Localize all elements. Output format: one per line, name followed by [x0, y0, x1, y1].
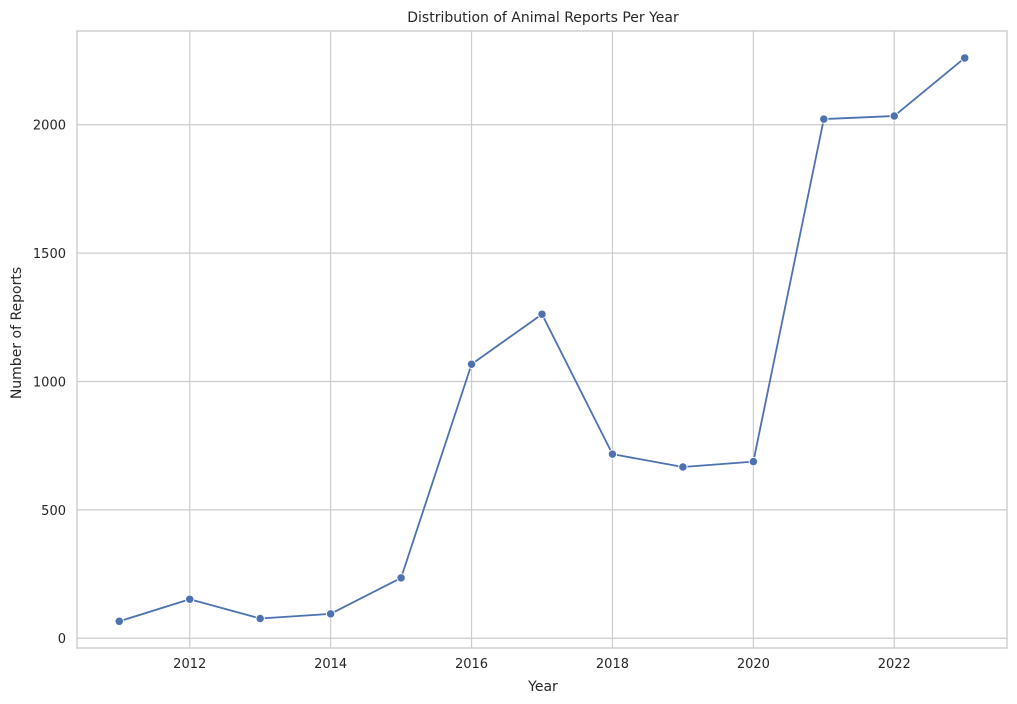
- data-point: [255, 613, 265, 624]
- x-tick-label: 2014: [314, 657, 347, 672]
- chart-title: Distribution of Animal Reports Per Year: [407, 10, 679, 26]
- data-point: [185, 594, 195, 604]
- y-axis-label: Number of Reports: [9, 267, 25, 399]
- x-tick-label: 2022: [878, 657, 911, 672]
- x-tick-label: 2016: [455, 657, 488, 672]
- data-point: [678, 462, 688, 472]
- x-tick-label: 2020: [737, 657, 770, 672]
- data-point: [819, 114, 829, 124]
- y-tick-label: 2000: [33, 119, 66, 134]
- data-point: [466, 359, 477, 369]
- y-axis-ticks: 0 500 1000 1500 2000: [33, 119, 66, 648]
- y-tick-label: 0: [58, 632, 66, 647]
- x-tick-label: 2012: [173, 657, 206, 672]
- y-tick-label: 500: [41, 504, 66, 519]
- data-point: [607, 449, 618, 459]
- x-axis-ticks: 2012 2014 2016 2018 2020 2022: [173, 657, 911, 672]
- x-tick-label: 2018: [596, 657, 629, 672]
- data-point: [889, 111, 899, 121]
- data-point: [325, 609, 336, 619]
- data-point: [537, 309, 547, 319]
- series-layer: [114, 53, 970, 626]
- data-point: [114, 616, 124, 626]
- y-tick-label: 1500: [33, 247, 66, 262]
- y-tick-label: 1000: [33, 375, 66, 390]
- data-point: [396, 573, 406, 583]
- grid: [77, 31, 1007, 648]
- plot-area-frame: [76, 30, 1008, 649]
- data-point: [748, 456, 759, 467]
- data-point: [960, 53, 970, 63]
- x-axis-label: Year: [527, 679, 558, 695]
